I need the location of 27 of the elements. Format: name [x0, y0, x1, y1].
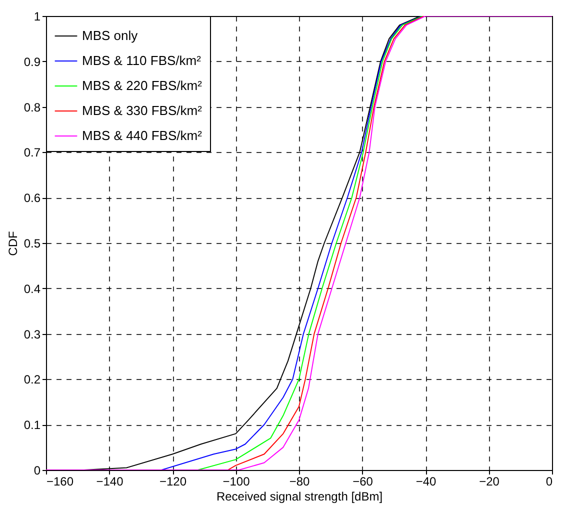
x-tick-label: 0: [546, 474, 553, 488]
x-tick-label: −100: [222, 474, 250, 488]
y-tick-label: 0.2: [24, 372, 41, 387]
y-tick-label: 0.1: [24, 418, 41, 432]
y-tick-label: 0.8: [24, 100, 41, 114]
legend-label: MBS only: [82, 28, 138, 43]
y-tick-label: 0: [34, 464, 41, 478]
y-tick-label: 1: [34, 10, 41, 24]
legend-label: MBS & 440 FBS/km²: [82, 128, 203, 143]
x-tick-label: −20: [479, 474, 500, 488]
legend-label: MBS & 110 FBS/km²: [82, 53, 202, 68]
y-axis-title: CDF: [6, 231, 20, 256]
y-tick-label: 0.6: [24, 191, 41, 206]
x-tick-label: −120: [159, 474, 187, 488]
x-tick-label: −80: [289, 474, 310, 488]
y-tick-label: 0.4: [24, 282, 41, 296]
x-tick-label: −140: [96, 474, 124, 488]
y-tick-label: 0.3: [24, 327, 41, 342]
legend-label: MBS & 330 FBS/km²: [82, 103, 203, 118]
x-tick-label: −60: [352, 474, 374, 488]
x-tick-label: −40: [416, 474, 436, 488]
legend-label: MBS & 220 FBS/km²: [82, 78, 203, 93]
x-axis-title: Received signal strength [dBm]: [216, 490, 383, 504]
y-tick-label: 0.5: [24, 236, 41, 250]
y-tick-label: 0.9: [24, 54, 41, 69]
x-tick-label: −160: [46, 474, 74, 488]
y-tick-label: 0.7: [24, 146, 41, 160]
